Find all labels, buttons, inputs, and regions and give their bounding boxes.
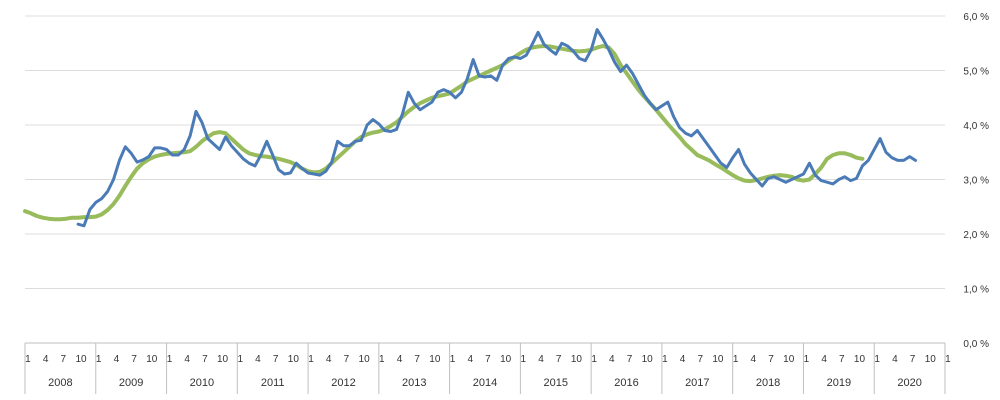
month-tick-label: 1 bbox=[591, 354, 597, 365]
year-label: 2010 bbox=[190, 377, 214, 389]
month-tick-label: 7 bbox=[485, 354, 491, 365]
month-tick-label: 4 bbox=[892, 354, 898, 365]
year-label: 2009 bbox=[119, 377, 143, 389]
month-tick-label: 10 bbox=[217, 354, 229, 365]
year-label: 2014 bbox=[473, 377, 497, 389]
y-tick-label: 5,0 % bbox=[963, 67, 989, 78]
month-tick-label: 7 bbox=[556, 354, 562, 365]
year-label: 2008 bbox=[48, 377, 72, 389]
month-tick-label: 1 bbox=[874, 354, 880, 365]
month-tick-label: 4 bbox=[326, 354, 332, 365]
year-label: 2016 bbox=[614, 377, 638, 389]
month-tick-label: 1 bbox=[662, 354, 668, 365]
month-tick-label: 1 bbox=[450, 354, 456, 365]
year-label: 2012 bbox=[331, 377, 355, 389]
month-tick-label: 1 bbox=[379, 354, 385, 365]
y-axis-ticks: 0,0 % 1,0 % 2,0 % 3,0 % 4,0 % 5,0 % 6,0 % bbox=[963, 12, 989, 350]
month-tick-label: 10 bbox=[75, 354, 87, 365]
month-tick-label: 1 bbox=[237, 354, 243, 365]
month-tick-label: 10 bbox=[359, 354, 371, 365]
month-tick-label: 7 bbox=[839, 354, 845, 365]
gridlines bbox=[25, 15, 945, 289]
month-tick-label: 10 bbox=[429, 354, 441, 365]
month-tick-label: 7 bbox=[61, 354, 67, 365]
month-tick-label: 7 bbox=[202, 354, 208, 365]
year-label: 2015 bbox=[544, 377, 568, 389]
month-tick-label: 4 bbox=[821, 354, 827, 365]
month-tick-label: 10 bbox=[500, 354, 512, 365]
month-tick-label: 4 bbox=[184, 354, 190, 365]
series-line-monthly bbox=[76, 28, 917, 228]
y-tick-label: 6,0 % bbox=[963, 12, 989, 23]
year-label: 2011 bbox=[261, 377, 285, 389]
month-tick-label: 10 bbox=[712, 354, 724, 365]
month-tick-label: 1 bbox=[308, 354, 314, 365]
month-tick-label: 10 bbox=[783, 354, 795, 365]
month-tick-label: 4 bbox=[397, 354, 403, 365]
y-tick-label: 1,0 % bbox=[963, 285, 989, 296]
month-tick-label: 7 bbox=[768, 354, 774, 365]
month-tick-label: 4 bbox=[680, 354, 686, 365]
month-tick-label: 1 bbox=[167, 354, 173, 365]
y-tick-label: 4,0 % bbox=[963, 121, 989, 132]
year-label: 2020 bbox=[897, 377, 921, 389]
year-label: 2018 bbox=[756, 377, 780, 389]
month-tick-label: 1 bbox=[96, 354, 102, 365]
month-tick-label: 4 bbox=[751, 354, 757, 365]
month-tick-label: 10 bbox=[288, 354, 300, 365]
month-tick-label: 7 bbox=[131, 354, 137, 365]
month-tick-label: 10 bbox=[854, 354, 866, 365]
year-label: 2017 bbox=[685, 377, 709, 389]
month-tick-label: 7 bbox=[414, 354, 420, 365]
month-tick-label: 10 bbox=[146, 354, 158, 365]
year-label: 2013 bbox=[402, 377, 426, 389]
month-tick-label: 4 bbox=[609, 354, 615, 365]
month-tick-label: 10 bbox=[925, 354, 937, 365]
series-line-trend bbox=[23, 44, 865, 222]
month-tick-label: 4 bbox=[538, 354, 544, 365]
month-tick-label: 7 bbox=[697, 354, 703, 365]
month-tick-label: 1 bbox=[521, 354, 527, 365]
series-lines bbox=[23, 28, 917, 228]
month-tick-label: 10 bbox=[642, 354, 654, 365]
month-tick-label: 7 bbox=[910, 354, 916, 365]
month-tick-label: 4 bbox=[43, 354, 49, 365]
month-tick-label: 4 bbox=[467, 354, 473, 365]
month-tick-label: 7 bbox=[627, 354, 633, 365]
y-tick-label: 3,0 % bbox=[963, 176, 989, 187]
month-tick-label: 1 bbox=[25, 354, 31, 365]
month-tick-label: 7 bbox=[273, 354, 279, 365]
year-label: 2019 bbox=[827, 377, 851, 389]
month-tick-label: 1 bbox=[945, 354, 951, 365]
month-tick-label: 7 bbox=[344, 354, 350, 365]
month-tick-label: 4 bbox=[114, 354, 120, 365]
y-tick-label: 2,0 % bbox=[963, 230, 989, 241]
month-tick-label: 10 bbox=[571, 354, 583, 365]
y-tick-label: 0,0 % bbox=[963, 339, 989, 350]
month-tick-label: 4 bbox=[255, 354, 261, 365]
month-tick-label: 1 bbox=[733, 354, 739, 365]
month-tick-label: 1 bbox=[804, 354, 810, 365]
